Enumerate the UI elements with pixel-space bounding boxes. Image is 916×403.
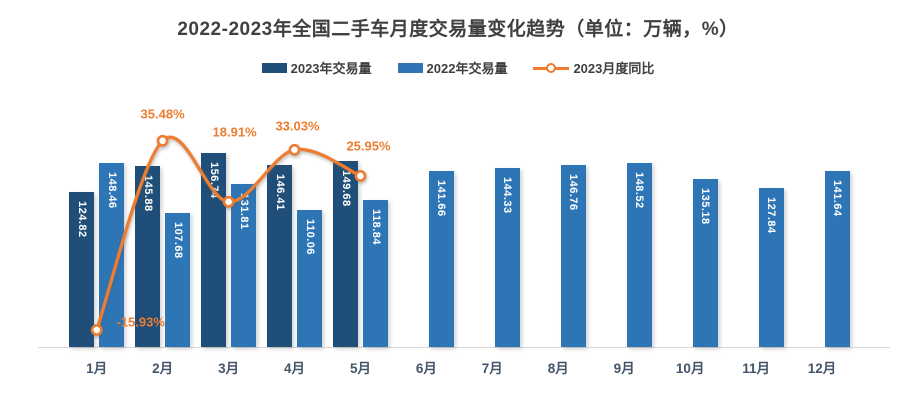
- x-axis-line: [38, 347, 890, 348]
- yoy-line-marker-icon: [156, 134, 169, 147]
- bar: [297, 210, 322, 347]
- chart-title: 2022-2023年全国二手车月度交易量变化趋势（单位：万辆，%）: [177, 19, 739, 40]
- bar: [333, 161, 358, 347]
- bar: [201, 152, 227, 347]
- bar: [69, 192, 95, 347]
- yoy-line: [95, 135, 363, 332]
- bar: [758, 188, 784, 347]
- legend-item-2023-volume: 2023年交易量: [261, 58, 372, 77]
- line-value-label: 25.95%: [346, 138, 391, 154]
- legend-swatch-2023-icon: [261, 62, 287, 73]
- bar: [363, 199, 388, 347]
- x-axis-label: 11月: [742, 361, 770, 376]
- legend: 2023年交易量 2022年交易量 2023月度同比: [0, 58, 916, 77]
- x-axis-label: 8月: [547, 361, 569, 376]
- legend-label: 2023月度同比: [573, 61, 655, 76]
- legend-item-2022-volume: 2022年交易量: [397, 58, 508, 77]
- x-axis-label: 2月: [152, 361, 174, 376]
- yoy-line-marker-icon: [288, 143, 301, 156]
- bar: [494, 167, 520, 347]
- legend-label: 2022年交易量: [426, 61, 508, 76]
- bar: [692, 179, 718, 347]
- bar: [626, 162, 652, 347]
- x-axis-label: 12月: [807, 361, 837, 376]
- bar: [560, 164, 586, 347]
- x-axis-label: 9月: [613, 361, 635, 376]
- x-axis-label: 3月: [218, 361, 240, 376]
- legend-swatch-2022-icon: [397, 62, 423, 73]
- legend-line-marker-icon: [533, 62, 570, 74]
- x-axis-label: 1月: [86, 361, 108, 376]
- x-axis-label: 4月: [283, 361, 306, 376]
- x-axis-label: 7月: [481, 361, 503, 376]
- bar: [231, 183, 257, 347]
- line-value-label: 33.03%: [275, 118, 320, 134]
- legend-label: 2023年交易量: [290, 61, 372, 76]
- yoy-line-marker-icon: [90, 324, 103, 336]
- bar: [165, 213, 191, 347]
- line-value-label: 18.91%: [212, 124, 257, 140]
- bar: [135, 166, 161, 347]
- yoy-line-marker-icon: [222, 195, 235, 208]
- x-axis-label: 5月: [349, 361, 372, 376]
- bar: [428, 171, 454, 347]
- bar: [824, 171, 850, 347]
- yoy-line-marker-icon: [354, 169, 367, 182]
- legend-item-yoy-line: 2023月度同比: [533, 58, 654, 77]
- x-axis-label: 10月: [675, 361, 705, 376]
- line-value-label: 35.48%: [140, 106, 185, 122]
- line-value-label: -15.93%: [116, 314, 165, 330]
- x-axis-label: 6月: [415, 361, 437, 376]
- bar: [267, 165, 292, 347]
